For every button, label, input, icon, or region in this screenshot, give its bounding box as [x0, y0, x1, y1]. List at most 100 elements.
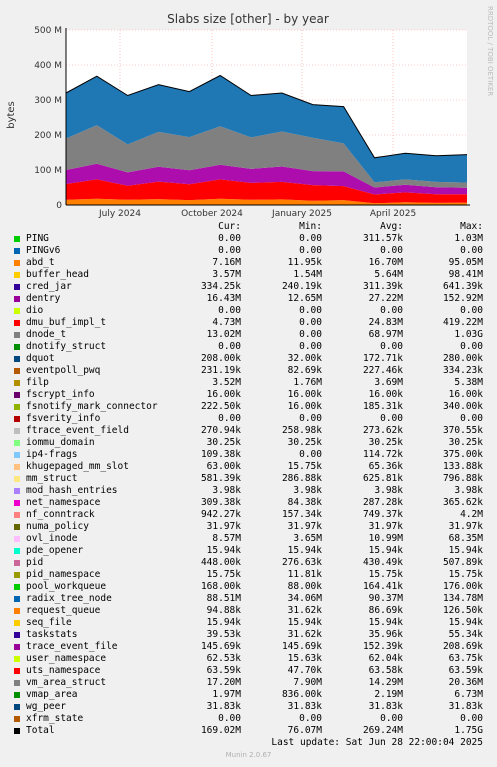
legend-min: 157.34k — [281, 509, 322, 520]
legend-max: 126.50k — [442, 605, 483, 616]
legend-max: 641.39k — [442, 281, 483, 292]
legend-avg: 3.69M — [374, 377, 403, 388]
legend-max: 507.89k — [442, 557, 483, 568]
legend-avg: 5.64M — [374, 269, 403, 280]
legend-row: seq_file 15.94k 15.94k 15.94k 15.94k — [0, 617, 497, 629]
area-dnode-t — [66, 75, 467, 183]
legend-row: fsnotify_mark_connector 222.50k 16.00k 185.… — [0, 401, 497, 413]
legend-row: user_namespace 62.53k 15.63k 62.04k 63.75k — [0, 653, 497, 665]
y-axis-label: bytes — [6, 101, 17, 129]
x-tick-label: January 2025 — [271, 209, 332, 219]
legend-name: Total — [26, 725, 55, 736]
legend-swatch — [14, 680, 20, 686]
legend-avg: 0.00 — [380, 713, 403, 724]
legend-row: pid 448.00k 276.63k 430.49k 507.89k — [0, 557, 497, 569]
legend-name: ip4-frags — [26, 449, 78, 460]
legend-name: wg_peer — [26, 701, 67, 712]
legend-avg: 287.28k — [362, 497, 403, 508]
legend-swatch — [14, 692, 20, 698]
legend-max: 63.75k — [448, 653, 483, 664]
legend-swatch — [14, 272, 20, 278]
legend-swatch — [14, 500, 20, 506]
area-radix-tree-node — [66, 179, 467, 204]
legend-cur: 0.00 — [218, 413, 241, 424]
legend-swatch — [14, 632, 20, 638]
legend-swatch — [14, 548, 20, 554]
legend-cur: 3.98k — [212, 485, 241, 496]
legend-swatch — [14, 728, 20, 734]
x-ticks: July 2024 October 2024 January 2025 April 2… — [98, 209, 416, 219]
legend-avg: 749.37k — [362, 509, 403, 520]
legend-max: 31.97k — [448, 521, 483, 532]
legend-avg: 311.57k — [362, 233, 403, 244]
legend-row: mm_struct 581.39k 286.88k 625.81k 796.88k — [0, 473, 497, 485]
legend-name: pde_opener — [26, 545, 84, 556]
legend-name: iommu_domain — [26, 437, 95, 448]
legend-max: 30.25k — [448, 437, 483, 448]
legend-name: vm_area_struct — [26, 677, 107, 688]
legend-avg: 31.97k — [368, 521, 403, 532]
legend-min: 276.63k — [281, 557, 322, 568]
total-line — [65, 74, 468, 159]
legend-max: 0.00 — [460, 713, 483, 724]
legend-name: pid_namespace — [26, 569, 101, 580]
legend-min: 16.00k — [287, 401, 322, 412]
legend-avg: 0.00 — [380, 245, 403, 256]
legend-min: 0.00 — [299, 317, 322, 328]
legend-row: dmu_buf_impl_t 4.73M 0.00 24.83M 419.22M — [0, 317, 497, 329]
legend-row: pde_opener 15.94k 15.94k 15.94k 15.94k — [0, 545, 497, 557]
legend-row: request_queue 94.88k 31.62k 86.69k 126.50k — [0, 605, 497, 617]
legend-min: 0.00 — [299, 305, 322, 316]
legend-max: 20.36M — [448, 677, 483, 688]
legend-cur: 169.02M — [200, 725, 241, 736]
legend-swatch — [14, 560, 20, 566]
legend-max: 133.88k — [442, 461, 483, 472]
legend-name: taskstats — [26, 629, 78, 640]
legend-name: radix_tree_node — [26, 593, 112, 604]
legend-swatch — [14, 308, 20, 314]
legend-name: khugepaged_mm_slot — [26, 461, 129, 472]
legend-avg: 3.98k — [374, 485, 403, 496]
legend-row: pool_workqueue 168.00k 88.00k 164.41k 176.00… — [0, 581, 497, 593]
legend-min: 15.75k — [287, 461, 322, 472]
y-tick-label: 100 M — [34, 166, 62, 176]
x-tick-label: October 2024 — [181, 209, 243, 219]
legend-min: 258.98k — [281, 425, 322, 436]
legend-max: 31.83k — [448, 701, 483, 712]
legend-swatch — [14, 368, 20, 374]
legend-cur: 309.38k — [200, 497, 241, 508]
legend-min: 240.19k — [281, 281, 322, 292]
legend-row: khugepaged_mm_slot 63.00k 15.75k 65.36k 133.… — [0, 461, 497, 473]
legend-avg: 15.94k — [368, 617, 403, 628]
legend-row: vmap_area 1.97M 836.00k 2.19M 6.73M — [0, 689, 497, 701]
legend-name: buffer_head — [26, 269, 89, 280]
legend-min: 76.07M — [287, 725, 322, 736]
legend-name: xfrm_state — [26, 713, 84, 724]
legend-max: 152.92M — [442, 293, 483, 304]
legend-max: 0.00 — [460, 245, 483, 256]
legend-name: pid — [26, 557, 44, 568]
legend-cur: 15.94k — [206, 545, 241, 556]
legend-avg: 62.04k — [368, 653, 403, 664]
legend-avg: 0.00 — [380, 413, 403, 424]
legend-max: 1.75G — [454, 725, 483, 736]
legend-name: dquot — [26, 353, 55, 364]
legend-min: 7.90M — [293, 677, 322, 688]
legend-cur: 31.97k — [206, 521, 241, 532]
legend-row: ovl_inode 8.57M 3.65M 10.99M 68.35M — [0, 533, 497, 545]
legend-row: pid_namespace 15.75k 11.81k 15.75k 15.75k — [0, 569, 497, 581]
legend-avg: 90.37M — [368, 593, 403, 604]
legend-avg: 35.96k — [368, 629, 403, 640]
legend-swatch — [14, 248, 20, 254]
legend-max: 334.23k — [442, 365, 483, 376]
legend-swatch — [14, 704, 20, 710]
legend-cur: 109.38k — [200, 449, 241, 460]
legend-min: 1.54M — [293, 269, 322, 280]
legend-row: mod_hash_entries 3.98k 3.98k 3.98k 3.98k — [0, 485, 497, 497]
legend-swatch — [14, 332, 20, 338]
legend-cur: 0.00 — [218, 305, 241, 316]
legend-min: 31.83k — [287, 701, 322, 712]
legend-cur: 942.27k — [200, 509, 241, 520]
legend-row: PINGv6 0.00 0.00 0.00 0.00 — [0, 245, 497, 257]
legend-max: 419.22M — [442, 317, 483, 328]
